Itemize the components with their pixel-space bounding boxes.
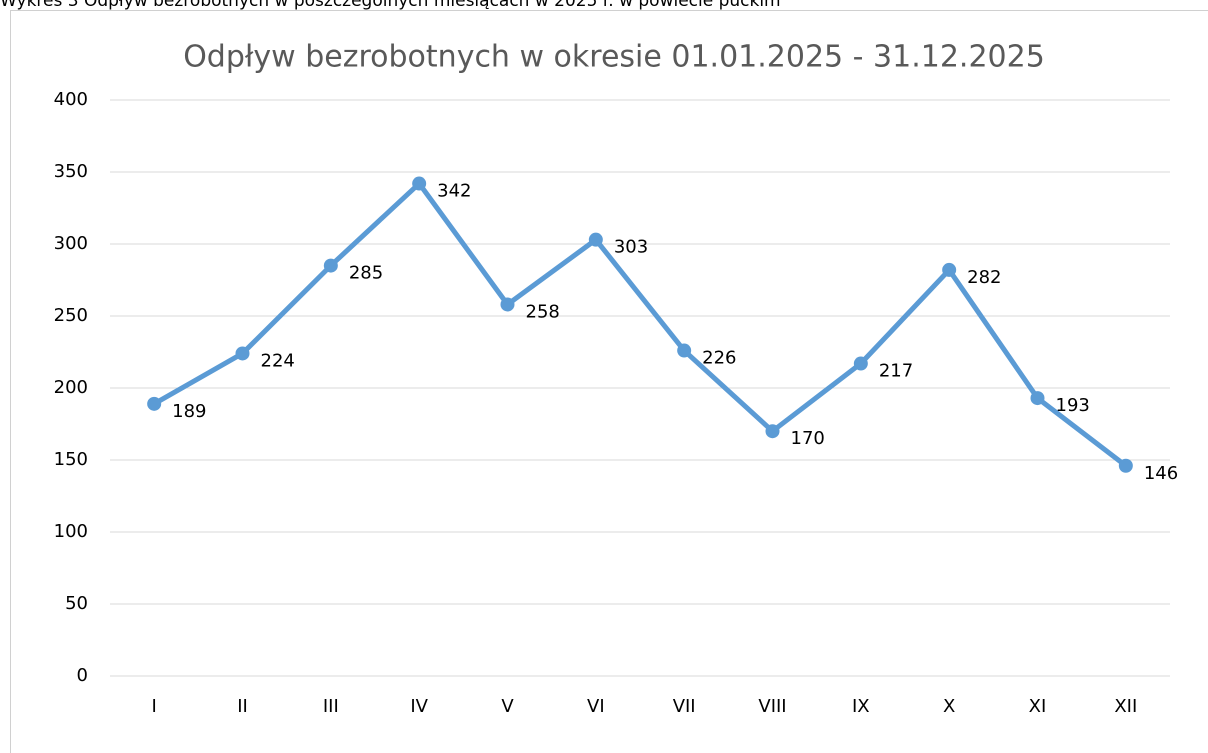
data-label: 224 xyxy=(261,350,295,371)
marker xyxy=(412,176,427,191)
marker xyxy=(942,262,957,277)
x-tick-label: IV xyxy=(410,696,428,717)
marker xyxy=(147,396,162,411)
x-tick-label: VII xyxy=(673,696,696,717)
chart-title: Odpływ bezrobotnych w okresie 01.01.2025… xyxy=(183,40,1045,75)
x-tick-label: VIII xyxy=(758,696,786,717)
x-tick-label: V xyxy=(501,696,514,717)
x-tick-label: XII xyxy=(1114,696,1137,717)
x-tick-label: XI xyxy=(1029,696,1047,717)
x-tick-label: I xyxy=(152,696,157,717)
x-tick-label: IX xyxy=(852,696,870,717)
data-label: 285 xyxy=(349,263,383,284)
marker xyxy=(1030,391,1045,406)
marker xyxy=(765,424,780,439)
data-label: 282 xyxy=(967,267,1001,288)
data-label: 226 xyxy=(702,348,736,369)
y-tick-label: 150 xyxy=(54,449,88,470)
marker xyxy=(323,258,338,273)
y-tick-label: 50 xyxy=(65,593,88,614)
y-tick-label: 100 xyxy=(54,521,88,542)
marker xyxy=(677,343,692,358)
marker xyxy=(853,356,868,371)
y-tick-label: 200 xyxy=(54,377,88,398)
x-tick-label: VI xyxy=(587,696,605,717)
caption: Wykres 3 Odpływ bezrobotnych w poszczegó… xyxy=(0,0,781,11)
y-tick-label: 350 xyxy=(54,161,88,182)
data-label: 303 xyxy=(614,237,648,258)
chart-border xyxy=(10,10,1208,753)
data-label: 217 xyxy=(879,361,913,382)
x-tick-label: II xyxy=(237,696,248,717)
data-label: 146 xyxy=(1144,463,1178,484)
marker xyxy=(1118,458,1133,473)
y-tick-label: 250 xyxy=(54,305,88,326)
y-tick-label: 0 xyxy=(77,665,88,686)
data-label: 193 xyxy=(1056,395,1090,416)
x-tick-label: III xyxy=(323,696,339,717)
line xyxy=(152,181,1128,468)
marker xyxy=(235,346,250,361)
x-tick-label: X xyxy=(943,696,955,717)
data-label: 258 xyxy=(526,301,560,322)
marker xyxy=(588,232,603,247)
data-label: 342 xyxy=(437,181,471,202)
y-tick-label: 400 xyxy=(54,89,88,110)
marker xyxy=(500,297,515,312)
data-label: 170 xyxy=(791,428,825,449)
data-label: 189 xyxy=(172,401,206,422)
y-tick-label: 300 xyxy=(54,233,88,254)
